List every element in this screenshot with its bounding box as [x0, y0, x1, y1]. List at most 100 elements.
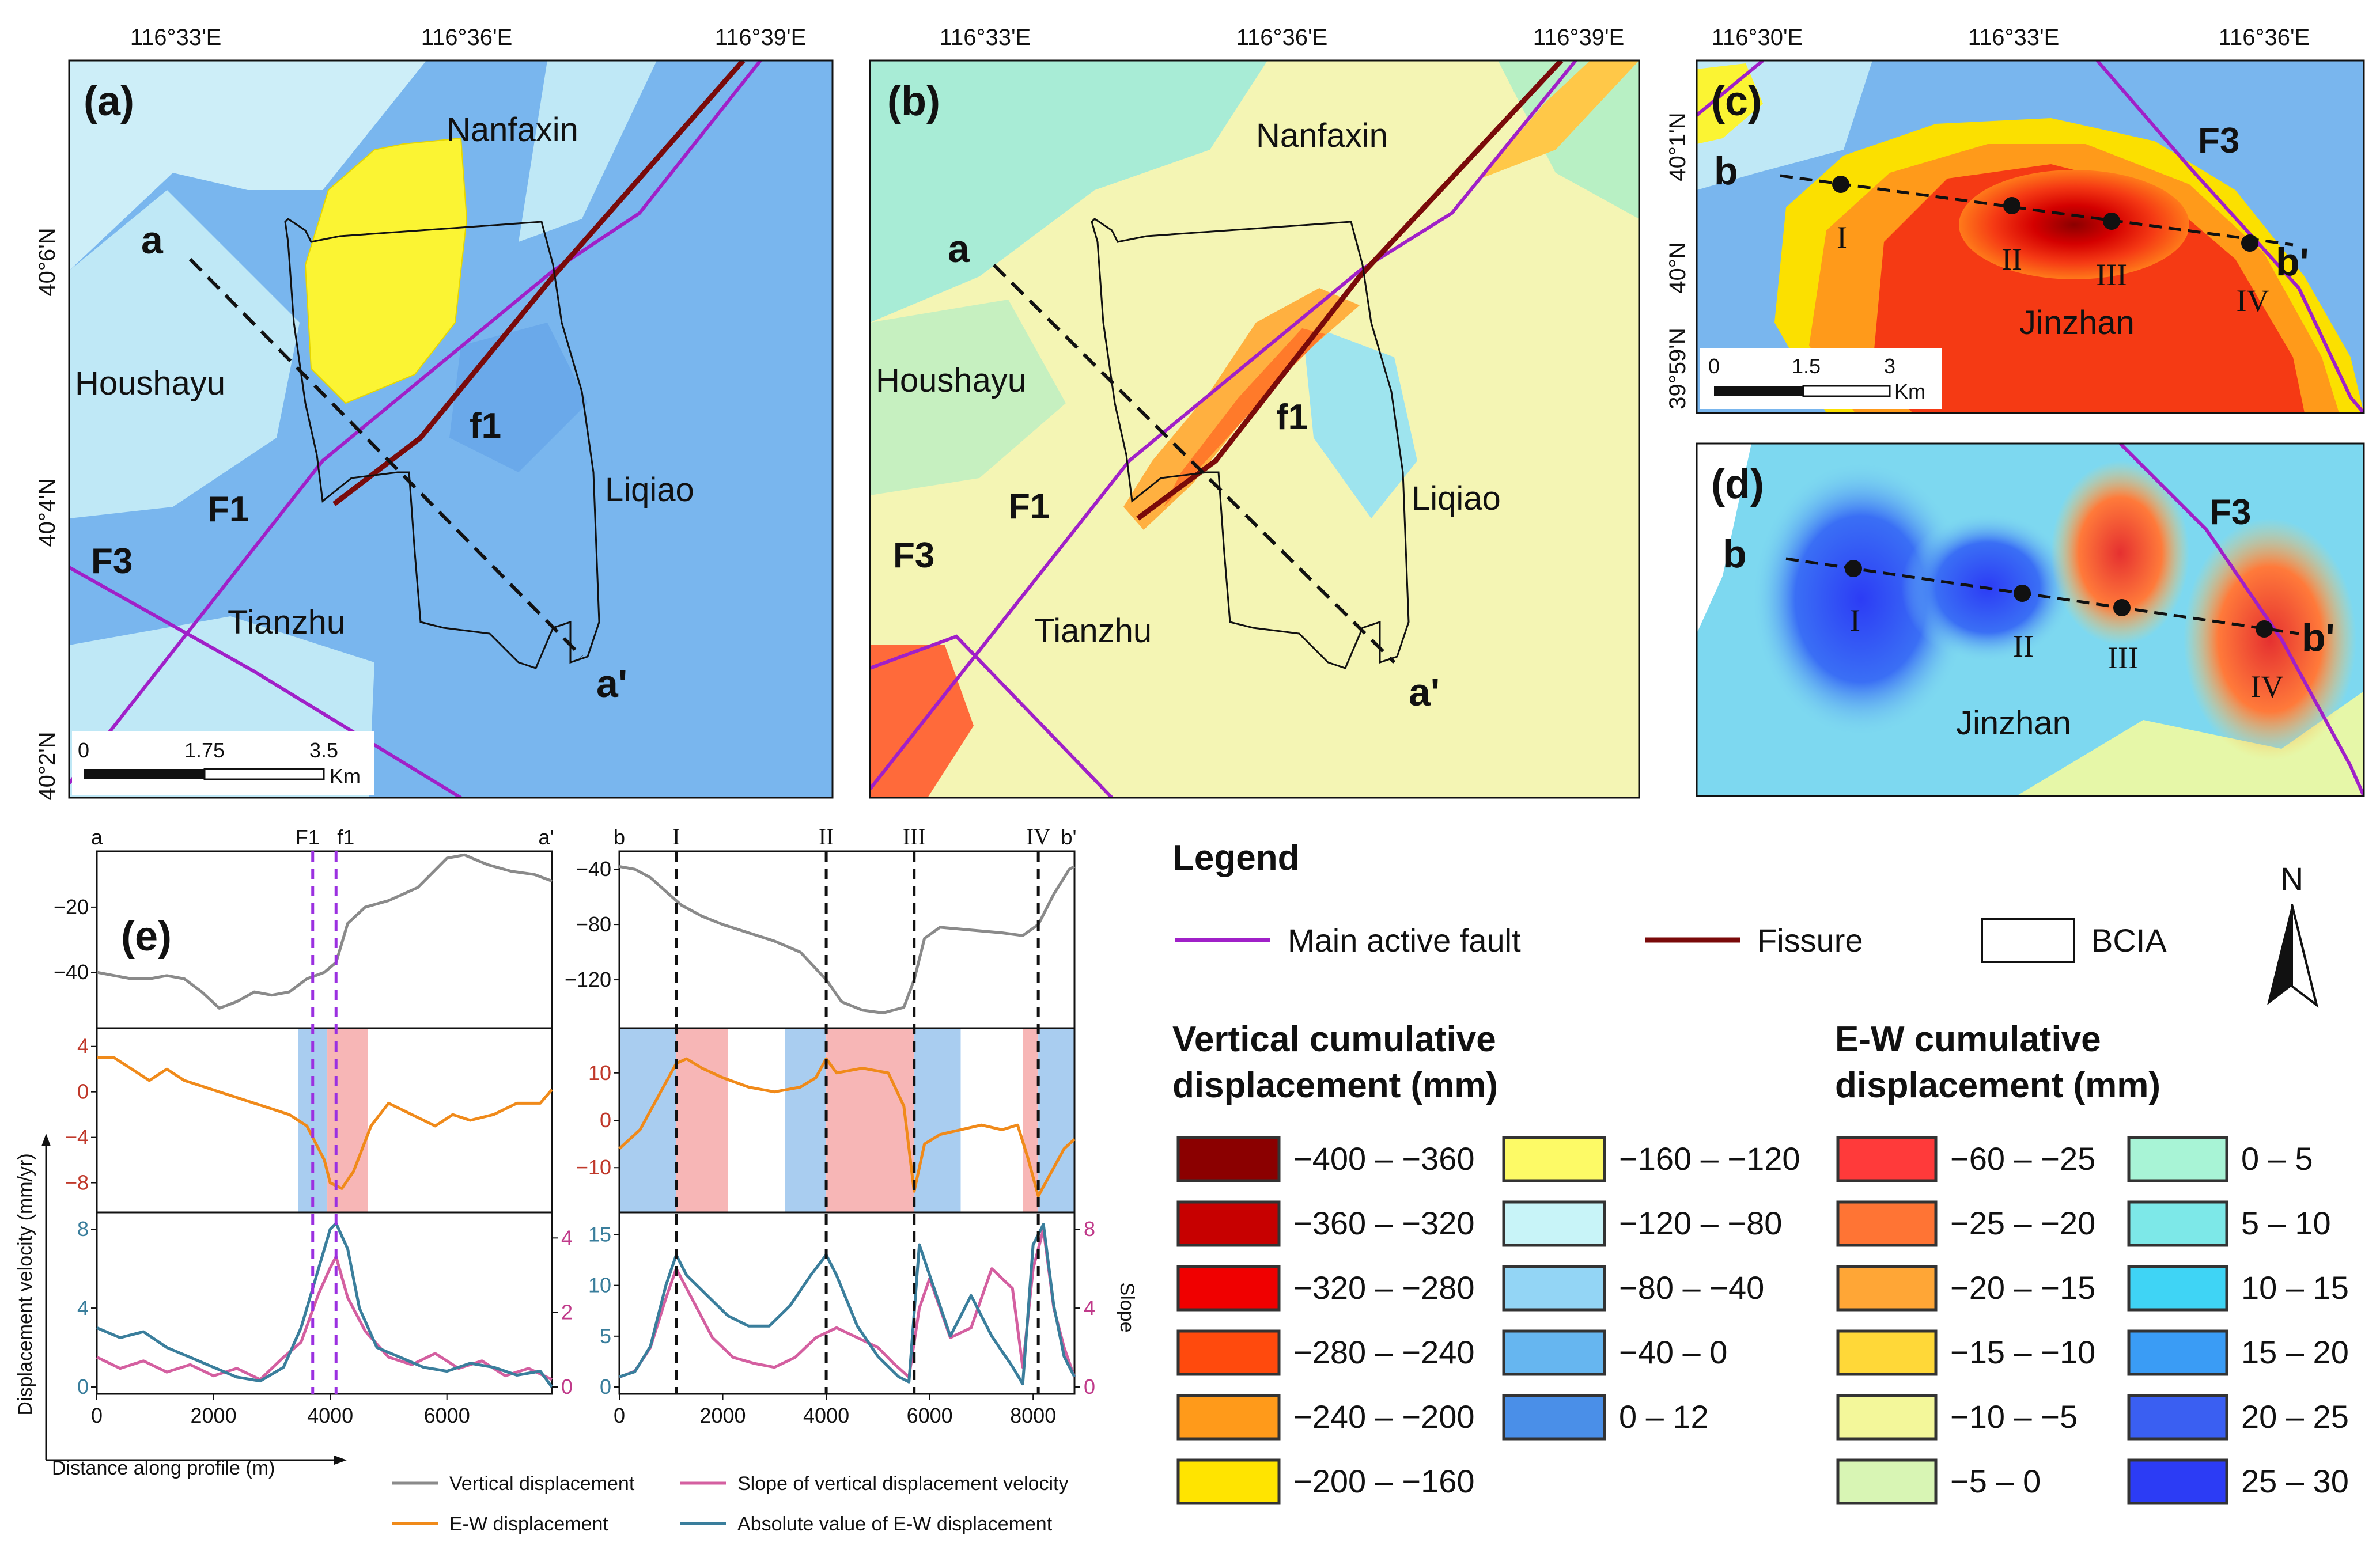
scale-a-tick-2: 3.5 — [309, 738, 338, 762]
lon-label-a-1: 116°33'E — [130, 25, 222, 50]
legend-ew-swatch — [2127, 1329, 2228, 1376]
profile-left-marker-label: f1 — [337, 825, 354, 849]
legend-vertical-label: −200 – −160 — [1293, 1463, 1475, 1499]
lat-label-c-3: 39°59'N — [1665, 328, 1690, 410]
profile-left-ew-abs-line — [96, 1222, 554, 1388]
fault-label-f1-a: F1 — [207, 490, 249, 529]
fissure-label-f1-b: f1 — [1276, 397, 1308, 437]
map-a-subsidence-zone — [304, 137, 468, 404]
lon-label-b-2: 116°36'E — [1236, 25, 1328, 50]
profile-right-band — [1038, 1028, 1074, 1212]
legend-vertical-swatch — [1176, 1200, 1281, 1247]
lat-label-a-1: 40°6'N — [35, 228, 60, 296]
map-a-frame — [68, 59, 834, 799]
map-d-point-4 — [2256, 620, 2273, 638]
legend-ew-title-2: displacement (mm) — [1835, 1066, 2160, 1105]
profile-right-ew-line — [618, 1057, 1076, 1198]
lon-label-a-2: 116°36'E — [421, 25, 513, 50]
profile-left-vel-label: 4 — [77, 1296, 89, 1320]
right-y-axis-label: Slope — [1116, 1283, 1138, 1333]
lat-label-c-2: 40°N — [1665, 242, 1690, 293]
map-c-subsidence-core — [1959, 170, 2189, 279]
legend-vertical-label: −120 – −80 — [1619, 1205, 1782, 1241]
legend-vertical-label: −320 – −280 — [1293, 1269, 1475, 1306]
profile-right-marker-label: I — [672, 824, 680, 850]
scale-a-tick-1: 1.75 — [184, 738, 225, 762]
map-b-cyan-zone-north — [870, 60, 1267, 323]
profile-start-a: a — [141, 218, 164, 262]
legend-ew-label: 15 – 20 — [2241, 1334, 2349, 1370]
profile-start-b: a — [948, 227, 970, 271]
legend-vertical-title-2: displacement (mm) — [1172, 1066, 1498, 1105]
profile-right-vel-label: 5 — [600, 1324, 611, 1348]
map-b-orange-band-north — [1481, 60, 1639, 179]
map-c-point-label-2: II — [2001, 242, 2022, 276]
place-nanfaxin-a: Nanfaxin — [447, 111, 578, 149]
scale-c-tick-1: 1.5 — [1792, 354, 1821, 378]
fissure-label-f1-a: f1 — [470, 406, 501, 446]
place-tianzhu-b: Tianzhu — [1034, 612, 1152, 650]
fault-label-f1-b: F1 — [1008, 487, 1050, 526]
legend-ew-swatch — [2127, 1200, 2228, 1247]
profile-label-e: (e) — [121, 914, 172, 960]
legend-vertical-swatch — [1176, 1394, 1281, 1441]
map-d-point-3 — [2113, 599, 2131, 616]
map-b — [870, 60, 1639, 798]
profile-end-b: a' — [1409, 670, 1440, 714]
legend-ew-label: −10 – −5 — [1950, 1398, 2078, 1435]
legend-vertical-swatch — [1502, 1394, 1606, 1441]
map-b-bcia-outline — [1091, 218, 1410, 669]
map-c-fault-left — [1697, 60, 1764, 117]
profile-left-vertical-line — [96, 853, 553, 1010]
map-b-green-zone-north-east — [1498, 60, 1639, 219]
lat-label-a-3: 40°2'N — [35, 731, 60, 800]
profile-left-x-tick-label: 2000 — [191, 1404, 237, 1427]
profile-right-slope-label: 8 — [1084, 1217, 1095, 1241]
legend-ew-label: −25 – −20 — [1950, 1205, 2095, 1241]
map-d-label: (d) — [1711, 461, 1764, 507]
legend-bcia-label: BCIA — [2091, 922, 2167, 958]
legend-ew-label: 25 – 30 — [2241, 1463, 2349, 1499]
profile-right-vel-label: 0 — [600, 1375, 611, 1398]
profile-right-vertical-label: −40 — [576, 857, 611, 881]
map-d-point-label-2: II — [2013, 629, 2034, 664]
profile-left-ew-line — [97, 1056, 553, 1190]
profile-left-ew-label: −8 — [65, 1171, 89, 1195]
legend-fault-label: Main active fault — [1288, 922, 1521, 958]
lon-label-b-3: 116°39'E — [1533, 25, 1625, 50]
map-a — [69, 60, 833, 798]
legend-vertical-label: −360 – −320 — [1293, 1205, 1475, 1241]
legend-vertical-label: −80 – −40 — [1619, 1269, 1764, 1306]
map-c-fault-f3 — [2095, 60, 2364, 413]
legend-ew-swatch — [2127, 1394, 2228, 1441]
profile-end-d: b' — [2302, 616, 2335, 659]
map-d-point-1 — [1845, 560, 1862, 577]
map-d-green-zone — [2016, 691, 2364, 796]
profile-right-ew-label: 10 — [588, 1061, 611, 1085]
profile-left-slope-label: 0 — [561, 1375, 573, 1398]
lon-label-c-1: 116°30'E — [1712, 25, 1803, 50]
legend-ew-swatch — [1836, 1136, 1938, 1182]
map-d-frame — [1696, 442, 2365, 797]
scale-bar-c: 0 1.5 3 Km — [1700, 348, 1942, 409]
map-d-point-label-1: I — [1850, 603, 1860, 638]
map-c-point-label-3: III — [2096, 257, 2127, 292]
legend-color-items: −400 – −360 −360 – −320 −320 – −280 −280 – … — [1176, 1136, 2349, 1505]
lon-label-a-3: 116°39'E — [715, 25, 807, 50]
map-d-blue-zone-1 — [1751, 461, 1970, 737]
north-label: N — [2280, 861, 2303, 897]
map-d-nodata-left — [1697, 444, 1751, 634]
legend-ew-swatch — [1836, 1458, 1938, 1505]
profile-left-slope-line — [96, 1255, 553, 1381]
legend-ew-label: −20 – −15 — [1950, 1269, 2095, 1306]
profile-left-ew-label: 4 — [77, 1034, 89, 1058]
profile-left-frame — [96, 1211, 553, 1395]
profile-left-vertical-label: −40 — [54, 960, 89, 984]
profile-right-x-tick-label: 8000 — [1010, 1404, 1056, 1427]
legend-vertical-swatch — [1502, 1265, 1606, 1312]
profile-left-slope-label: 4 — [561, 1226, 573, 1249]
legend-vertical-label: −240 – −200 — [1293, 1398, 1475, 1435]
legend-ew-swatch — [2127, 1458, 2228, 1505]
map-b-label: (b) — [887, 78, 940, 124]
map-c-yellow-patch — [1697, 63, 1763, 144]
